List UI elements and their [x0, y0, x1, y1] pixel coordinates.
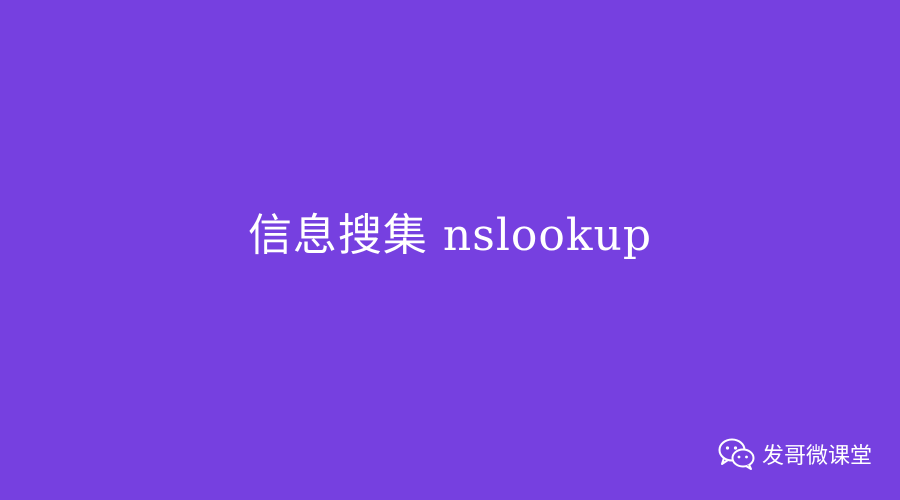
cover-title: 信息搜集 nslookup: [247, 210, 653, 261]
account-name: 发哥微课堂: [761, 444, 872, 469]
wechat-icon: [718, 437, 756, 471]
wechat-watermark: 发哥微课堂: [718, 436, 872, 472]
